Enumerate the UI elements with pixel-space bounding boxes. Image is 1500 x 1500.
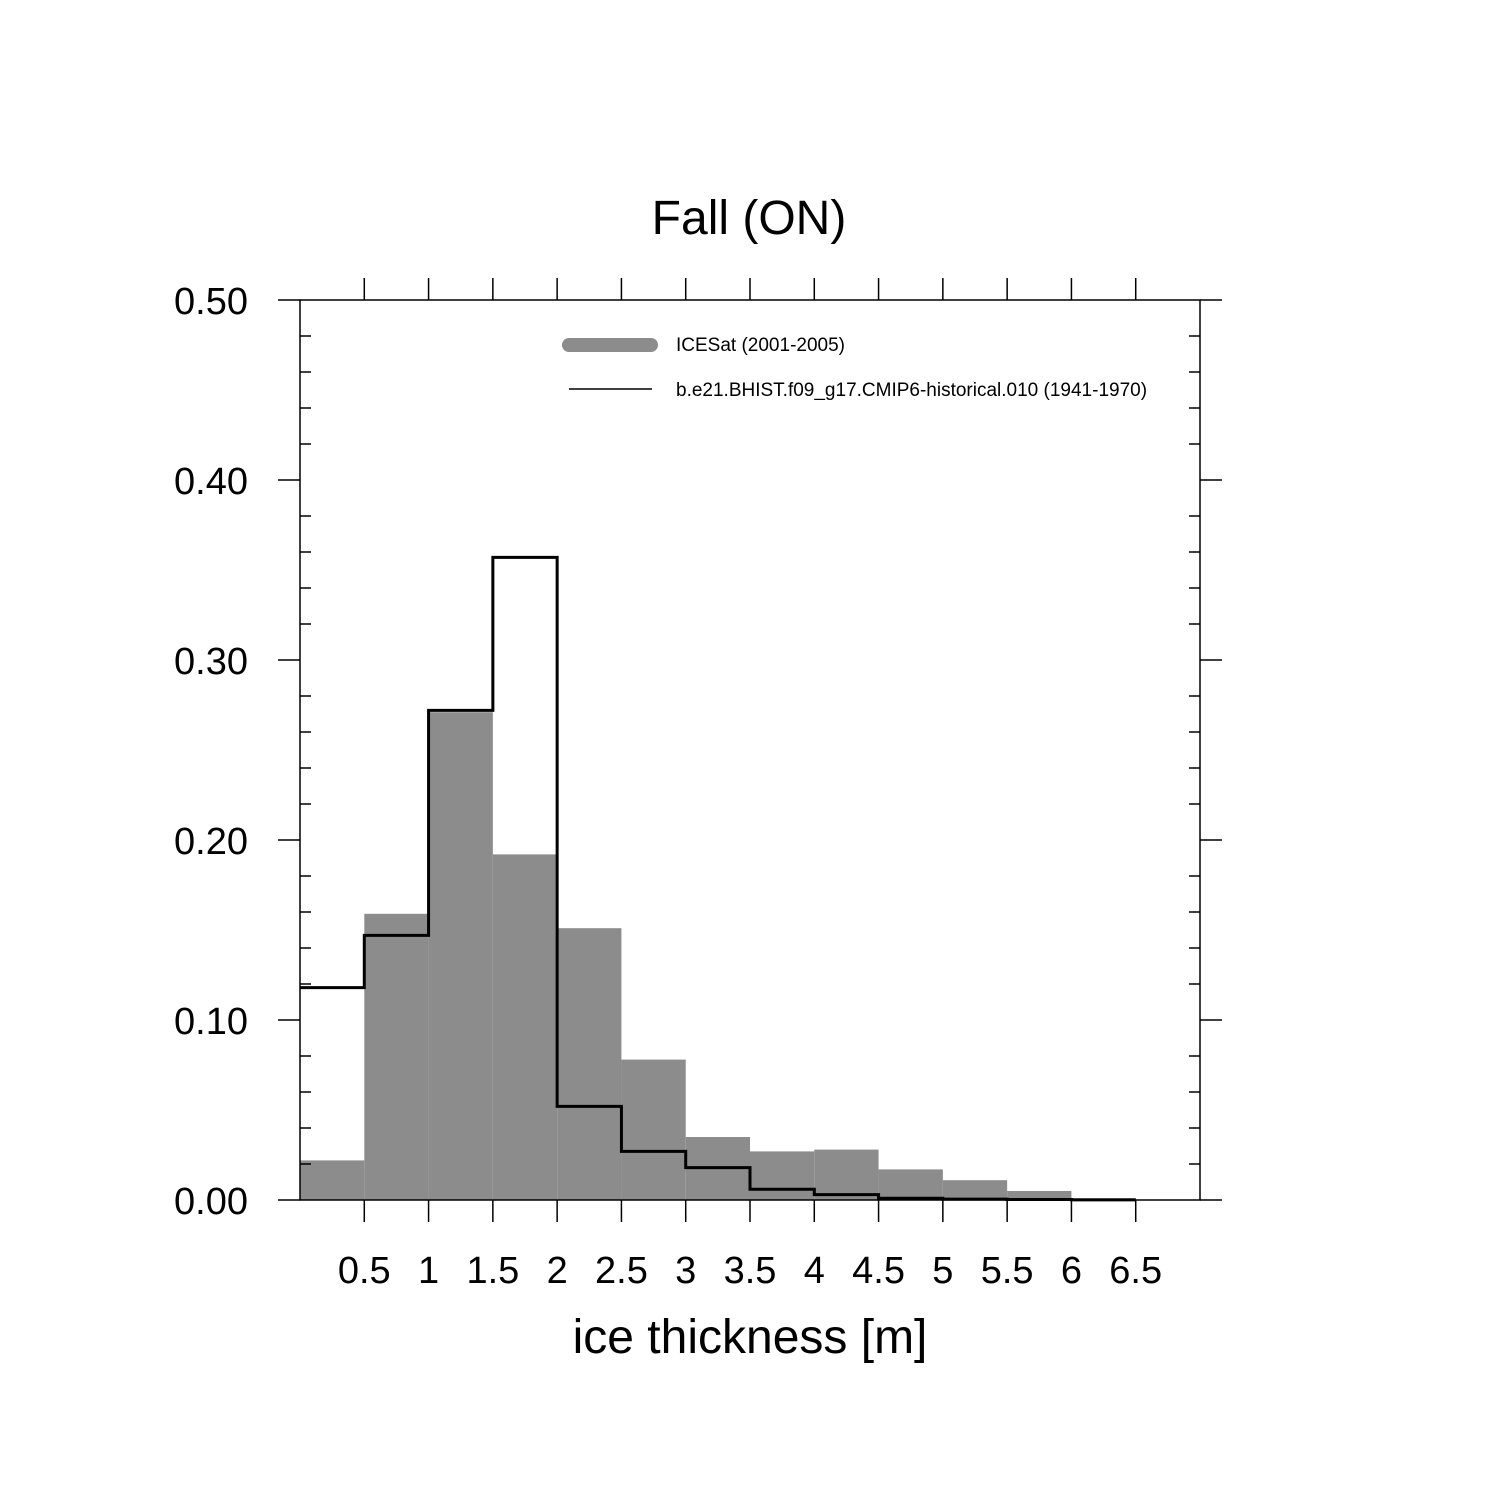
- axis-ticks: [278, 278, 1222, 1222]
- x-axis-label: ice thickness [m]: [573, 1311, 928, 1364]
- icesat-bar: [300, 1160, 365, 1200]
- x-tick-label: 3: [675, 1250, 696, 1292]
- y-tick-label: 0.20: [174, 821, 248, 863]
- icesat-bar: [492, 854, 558, 1200]
- model-step-line: [300, 555, 1136, 1202]
- legend-label-icesat: ICESat (2001-2005): [676, 335, 845, 356]
- chart-title: Fall (ON): [652, 192, 847, 245]
- x-tick-label: 3.5: [724, 1250, 777, 1292]
- icesat-bar: [814, 1149, 879, 1200]
- y-axis-tick-labels: 0.00 0.10 0.20 0.30 0.40 0.50: [174, 281, 248, 1223]
- icesat-bar: [364, 913, 429, 1200]
- icesat-bar: [428, 712, 493, 1200]
- x-tick-label: 6.5: [1109, 1250, 1162, 1292]
- icesat-bar: [1007, 1191, 1072, 1200]
- legend-swatch-icesat: [562, 338, 658, 352]
- y-tick-label: 0.40: [174, 461, 248, 503]
- x-tick-label: 1: [418, 1250, 439, 1292]
- icesat-bar: [750, 1151, 815, 1200]
- y-tick-label: 0.00: [174, 1181, 248, 1223]
- x-tick-label: 5: [932, 1250, 953, 1292]
- y-tick-label: 0.30: [174, 641, 248, 683]
- legend-label-model: b.e21.BHIST.f09_g17.CMIP6-historical.010…: [676, 380, 1147, 401]
- x-tick-label: 6: [1061, 1250, 1082, 1292]
- y-tick-label: 0.50: [174, 281, 248, 323]
- x-tick-label: 2.5: [595, 1250, 648, 1292]
- x-tick-label: 4.5: [852, 1250, 905, 1292]
- icesat-bar: [621, 1059, 686, 1200]
- icesat-bar: [878, 1169, 943, 1200]
- x-tick-label: 0.5: [338, 1250, 391, 1292]
- legend: ICESat (2001-2005) b.e21.BHIST.f09_g17.C…: [562, 335, 1147, 401]
- x-axis-tick-labels: 0.5 1 1.5 2 2.5 3 3.5 4 4.5 5 5.5 6 6.5: [338, 1250, 1162, 1292]
- x-tick-label: 5.5: [981, 1250, 1034, 1292]
- x-tick-label: 1.5: [466, 1250, 519, 1292]
- icesat-bars: [300, 712, 1136, 1200]
- x-tick-label: 4: [804, 1250, 825, 1292]
- icesat-bar: [557, 928, 622, 1200]
- icesat-bar: [942, 1180, 1008, 1200]
- y-tick-label: 0.10: [174, 1001, 248, 1043]
- x-tick-label: 2: [547, 1250, 568, 1292]
